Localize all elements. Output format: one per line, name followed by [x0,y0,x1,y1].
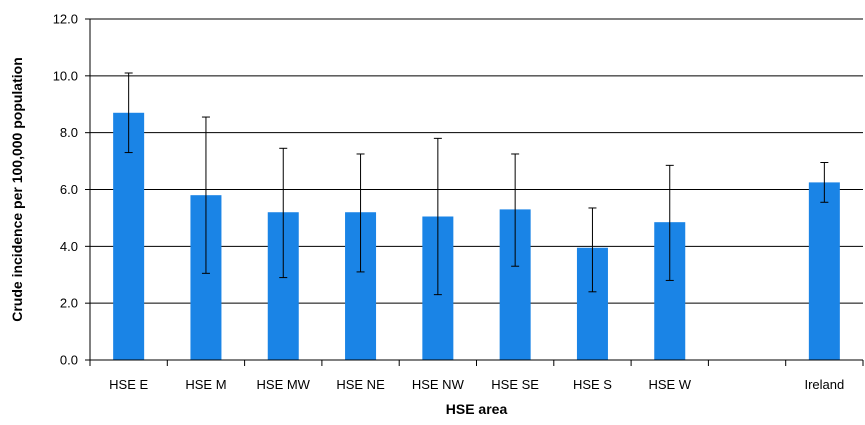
x-tick-label: Ireland [804,377,844,392]
x-tick-label: HSE MW [257,377,311,392]
y-tick-label: 12.0 [53,12,78,27]
y-tick-label: 4.0 [60,239,78,254]
y-tick-label: 10.0 [53,68,78,83]
x-axis-title: HSE area [446,401,508,417]
axes [85,18,864,366]
bars [113,112,840,361]
x-tick-labels: HSE E HSE M HSE MW HSE NE HSE NW HSE SE HSE S H… [109,377,844,392]
x-tick-label: HSE S [573,377,612,392]
y-tick-label: 8.0 [60,125,78,140]
y-tick-label: 0.0 [60,353,78,368]
x-tick-label: HSE NW [412,377,465,392]
y-tick-labels: 0.0 2.0 4.0 6.0 8.0 10.0 12.0 [53,12,78,368]
bar [808,182,840,360]
x-tick-label: HSE W [648,377,691,392]
x-tick-label: HSE SE [491,377,539,392]
y-tick-label: 2.0 [60,296,78,311]
bar [113,112,145,361]
x-tick-label: HSE NE [336,377,385,392]
error-bars [124,72,829,296]
y-axis-title: Crude incidence per 100,000 population [9,57,25,322]
x-tick-label: HSE E [109,377,148,392]
y-tick-label: 6.0 [60,182,78,197]
x-tick-label: HSE M [185,377,226,392]
